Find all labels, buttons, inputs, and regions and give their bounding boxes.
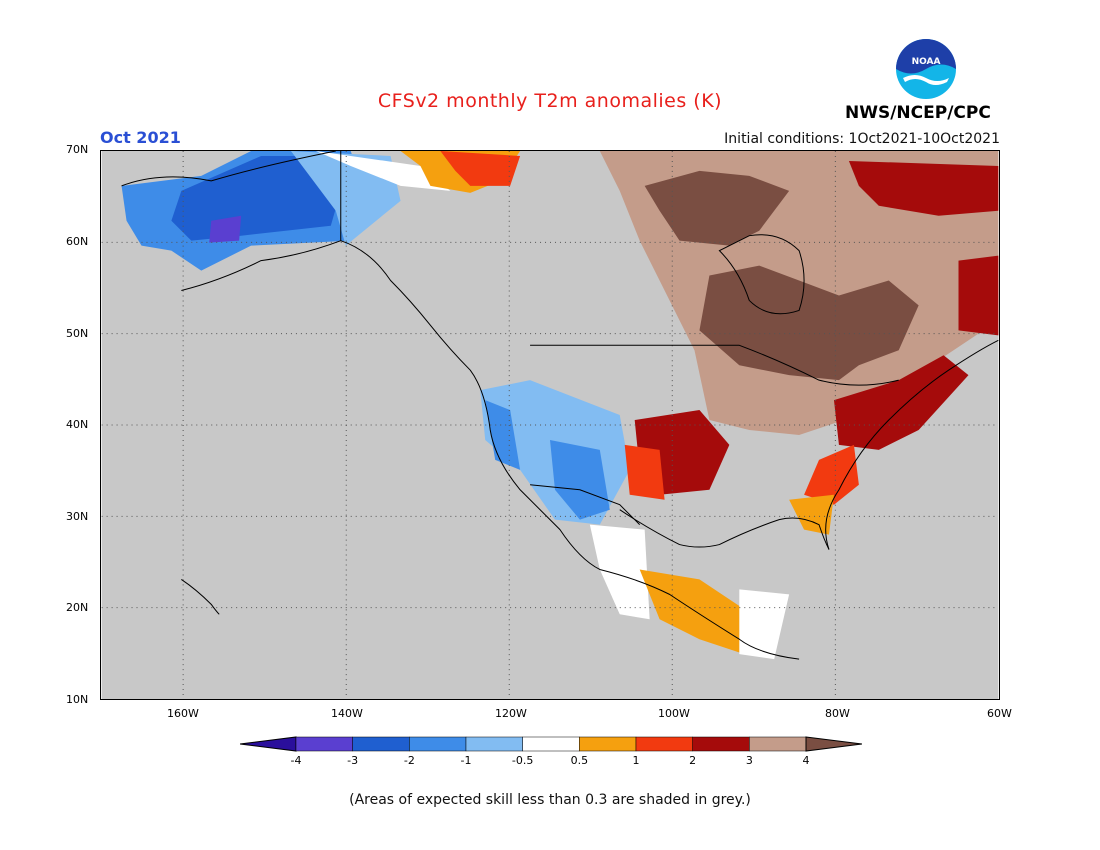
- anomaly-central-america-white: [739, 589, 790, 660]
- initial-conditions: Initial conditions: 1Oct2021-10Oct2021: [724, 131, 1000, 147]
- noaa-logo: NOAA: [896, 39, 956, 99]
- legend-tick-label: -0.5: [511, 754, 534, 767]
- anomaly-yukon-white: [315, 151, 451, 191]
- anomaly-alaska-darkblue: [171, 155, 341, 241]
- agency-label: NWS/NCEP/CPC: [845, 103, 991, 123]
- legend-swatch-4: [465, 736, 523, 752]
- legend-tick-label: -1: [460, 754, 472, 767]
- legend-swatch-5: [522, 736, 580, 752]
- legend-swatch-10: [805, 736, 862, 752]
- legend-colorbar: [240, 736, 862, 752]
- forecast-month: Oct 2021: [100, 128, 181, 147]
- lon-label-160w: 160W: [167, 707, 199, 720]
- coastline-gulf: [619, 509, 830, 550]
- legend-tick-label: -3: [347, 754, 359, 767]
- coastlines: [121, 151, 999, 660]
- anomaly-greenland-red: [848, 160, 999, 216]
- map-panel: [100, 150, 1000, 700]
- logo-text: NOAA: [912, 57, 941, 67]
- lat-label-50: 50N: [66, 327, 89, 340]
- border-us-mexico: [530, 484, 641, 525]
- legend-tick-label: -4: [290, 754, 302, 767]
- legend-swatch-0: [240, 736, 297, 752]
- legend-swatch-9: [749, 736, 807, 752]
- anomaly-arctic-darkbrown: [644, 170, 790, 246]
- lon-label-120w: 120W: [495, 707, 527, 720]
- legend-tick-label: 3: [745, 754, 753, 767]
- border-us-canada: [530, 344, 899, 386]
- lon-label-140w: 140W: [331, 707, 363, 720]
- legend-swatch-1: [295, 736, 353, 752]
- coastline-hudson-bay: [718, 234, 805, 315]
- anomaly-arctic-red: [440, 151, 521, 186]
- legend-tick-label: 0.5: [570, 754, 589, 767]
- legend-swatch-6: [579, 736, 637, 752]
- legend-swatch-8: [692, 736, 750, 752]
- lat-label-70: 70N: [66, 143, 89, 156]
- legend-tick-label: 1: [632, 754, 640, 767]
- lat-label-20: 20N: [66, 601, 89, 614]
- legend-tick-label: 2: [689, 754, 697, 767]
- lon-label-100w: 100W: [658, 707, 690, 720]
- lat-label-40: 40N: [66, 418, 89, 431]
- anomaly-east-red: [833, 355, 969, 450]
- coastline-hawaii: [181, 579, 220, 615]
- anomaly-plains-orange: [624, 444, 665, 500]
- coastline-east: [825, 339, 999, 550]
- legend-swatch-2: [352, 736, 410, 752]
- anomaly-labrador-red: [958, 255, 999, 336]
- legend-tick-label: 4: [802, 754, 810, 767]
- lon-label-80w: 80W: [825, 707, 850, 720]
- anomaly-southeast-orange: [804, 444, 859, 505]
- lat-label-30: 30N: [66, 510, 89, 523]
- anomaly-mexico-white: [589, 524, 650, 620]
- legend-tick-label: -2: [403, 754, 415, 767]
- legend-swatch-7: [635, 736, 693, 752]
- footnote: (Areas of expected skill less than 0.3 a…: [349, 792, 751, 808]
- legend-swatch-3: [409, 736, 467, 752]
- anomaly-alaska-purple: [209, 215, 242, 243]
- lat-label-60: 60N: [66, 235, 89, 248]
- coastline-alaska: [121, 151, 800, 660]
- anomaly-florida-orange: [789, 494, 834, 535]
- anomaly-southwest-blue: [550, 439, 610, 520]
- anomaly-layer: [121, 151, 999, 660]
- chart-title: CFSv2 monthly T2m anomalies (K): [377, 90, 723, 112]
- anomaly-westcoast-blue: [485, 400, 521, 470]
- graticule: [101, 151, 999, 699]
- lon-label-60w: 60W: [987, 707, 1012, 720]
- lat-label-10: 10N: [66, 693, 89, 706]
